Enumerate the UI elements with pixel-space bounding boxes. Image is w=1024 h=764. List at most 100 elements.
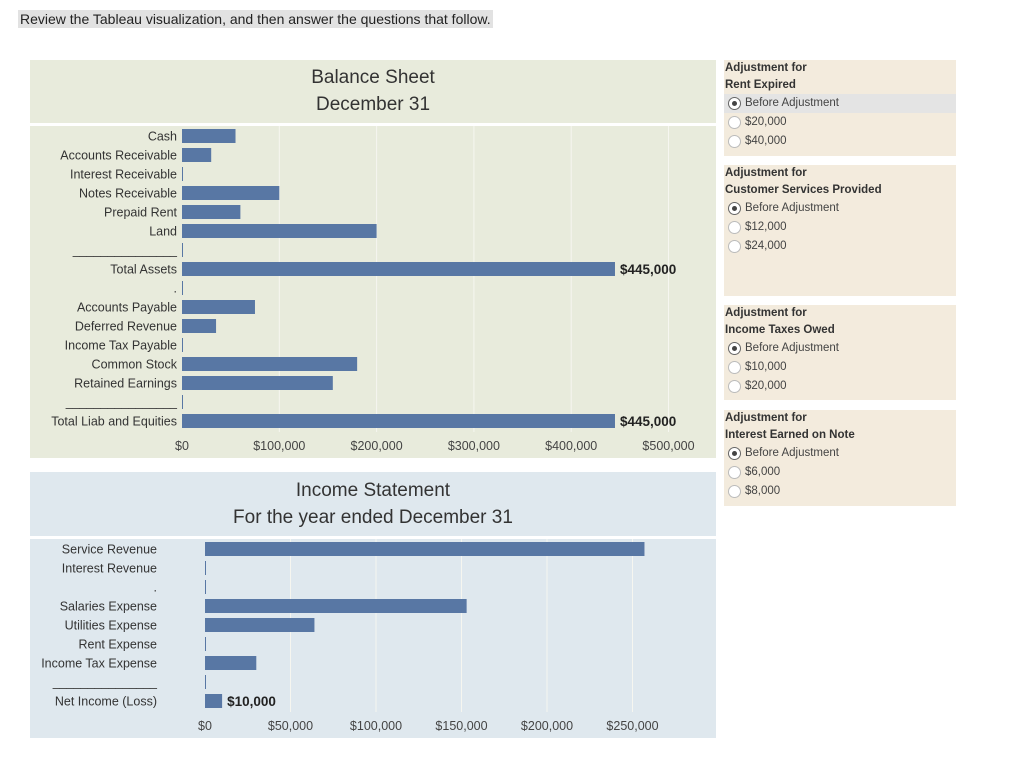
category-label: Net Income (Loss) bbox=[55, 695, 157, 709]
category-label: . bbox=[154, 581, 157, 595]
bar bbox=[182, 224, 377, 238]
radio-option[interactable]: $6,000 bbox=[724, 463, 956, 482]
radio-label: $6,000 bbox=[745, 466, 781, 478]
category-label: Accounts Receivable bbox=[60, 149, 177, 163]
category-label: Notes Receivable bbox=[79, 187, 177, 201]
x-tick-label: $500,000 bbox=[642, 439, 694, 453]
radio-option[interactable]: Before Adjustment bbox=[724, 339, 956, 358]
x-tick-label: $250,000 bbox=[606, 719, 658, 733]
radio-icon[interactable] bbox=[728, 466, 741, 479]
category-label: Common Stock bbox=[92, 358, 178, 372]
radio-option[interactable]: $8,000 bbox=[724, 482, 956, 501]
category-label: Accounts Payable bbox=[77, 301, 177, 315]
radio-label: $20,000 bbox=[745, 380, 787, 392]
balance-sheet-title: Balance Sheet bbox=[311, 67, 435, 88]
x-tick-label: $100,000 bbox=[350, 719, 402, 733]
category-label: Rent Expense bbox=[78, 638, 157, 652]
radio-icon[interactable] bbox=[728, 447, 741, 460]
bar bbox=[182, 338, 183, 352]
radio-icon[interactable] bbox=[728, 97, 741, 110]
x-tick-label: $300,000 bbox=[448, 439, 500, 453]
bar bbox=[205, 561, 206, 575]
radio-icon[interactable] bbox=[728, 380, 741, 393]
radio-option[interactable]: $20,000 bbox=[724, 113, 956, 132]
data-label: $10,000 bbox=[227, 694, 276, 709]
income-statement-title: Income Statement bbox=[295, 480, 451, 501]
filter-income-taxes-owed: Adjustment for Income Taxes Owed Before Ad… bbox=[724, 305, 956, 400]
bar bbox=[205, 694, 223, 708]
radio-option[interactable]: $40,000 bbox=[724, 132, 956, 151]
radio-label: $10,000 bbox=[745, 361, 787, 373]
bar bbox=[205, 580, 206, 594]
radio-label: $20,000 bbox=[745, 116, 787, 128]
radio-option[interactable]: $10,000 bbox=[724, 358, 956, 377]
radio-icon[interactable] bbox=[728, 361, 741, 374]
x-tick-label: $0 bbox=[175, 439, 189, 453]
category-label: Income Tax Expense bbox=[41, 657, 157, 671]
radio-label: Before Adjustment bbox=[745, 202, 839, 214]
bar bbox=[205, 675, 206, 689]
category-label: Prepaid Rent bbox=[104, 206, 177, 220]
bar bbox=[182, 395, 183, 409]
balance-sheet-subtitle: December 31 bbox=[315, 94, 431, 115]
radio-option[interactable]: $12,000 bbox=[724, 218, 956, 237]
income-statement-chart[interactable]: $0 $50,000 $100,000 $150,000 $200,000 $250,00… bbox=[30, 472, 716, 738]
data-label: $445,000 bbox=[620, 414, 676, 429]
radio-label: $8,000 bbox=[745, 485, 781, 497]
category-label: ________________ bbox=[65, 396, 178, 410]
divider bbox=[30, 123, 716, 126]
category-label: Retained Earnings bbox=[74, 377, 177, 391]
category-label: Cash bbox=[148, 130, 177, 144]
bar bbox=[182, 376, 333, 390]
x-tick-label: $100,000 bbox=[253, 439, 305, 453]
bar bbox=[182, 319, 217, 333]
bar bbox=[182, 167, 183, 181]
filter-title: Adjustment for Income Taxes Owed bbox=[725, 307, 835, 336]
category-label: Total Assets bbox=[110, 263, 177, 277]
radio-icon[interactable] bbox=[728, 221, 741, 234]
radio-label: $24,000 bbox=[745, 240, 787, 252]
radio-label: Before Adjustment bbox=[745, 447, 839, 459]
radio-icon[interactable] bbox=[728, 116, 741, 129]
category-label: Interest Receivable bbox=[70, 168, 177, 182]
income-statement-subtitle: For the year ended December 31 bbox=[233, 507, 513, 528]
bar bbox=[205, 656, 257, 670]
radio-option[interactable]: $24,000 bbox=[724, 237, 956, 256]
x-tick-label: $400,000 bbox=[545, 439, 597, 453]
radio-option[interactable]: Before Adjustment bbox=[724, 199, 956, 218]
bar bbox=[205, 637, 206, 651]
radio-option[interactable]: Before Adjustment bbox=[724, 444, 956, 463]
radio-label: $12,000 bbox=[745, 221, 787, 233]
bar bbox=[182, 186, 280, 200]
bar bbox=[182, 414, 615, 428]
divider bbox=[30, 536, 716, 539]
radio-icon[interactable] bbox=[728, 240, 741, 253]
x-tick-label: $150,000 bbox=[435, 719, 487, 733]
category-label: . bbox=[174, 282, 177, 296]
radio-icon[interactable] bbox=[728, 135, 741, 148]
radio-label: Before Adjustment bbox=[745, 342, 839, 354]
filter-title: Adjustment for Interest Earned on Note bbox=[725, 412, 855, 441]
radio-icon[interactable] bbox=[728, 202, 741, 215]
balance-sheet-chart[interactable]: $0 $100,000 $200,000 $300,000 $400,000 $500,0… bbox=[30, 60, 716, 458]
radio-option[interactable]: $20,000 bbox=[724, 377, 956, 396]
category-label: Total Liab and Equities bbox=[51, 415, 177, 429]
bar bbox=[182, 281, 183, 295]
category-label: Land bbox=[149, 225, 177, 239]
radio-icon[interactable] bbox=[728, 342, 741, 355]
instructions: Review the Tableau visualization, and th… bbox=[18, 10, 493, 28]
radio-icon[interactable] bbox=[728, 485, 741, 498]
bar bbox=[182, 205, 241, 219]
category-label: _______________ bbox=[72, 244, 178, 258]
bar bbox=[182, 243, 183, 257]
category-label: Salaries Expense bbox=[60, 600, 157, 614]
radio-label: Before Adjustment bbox=[745, 97, 839, 109]
category-label: Utilities Expense bbox=[65, 619, 157, 633]
bar bbox=[182, 262, 615, 276]
bar bbox=[182, 300, 255, 314]
radio-option[interactable]: Before Adjustment bbox=[724, 94, 956, 113]
category-label: Interest Revenue bbox=[62, 562, 157, 576]
bar bbox=[205, 542, 645, 556]
category-label: Deferred Revenue bbox=[75, 320, 177, 334]
radio-label: $40,000 bbox=[745, 135, 787, 147]
